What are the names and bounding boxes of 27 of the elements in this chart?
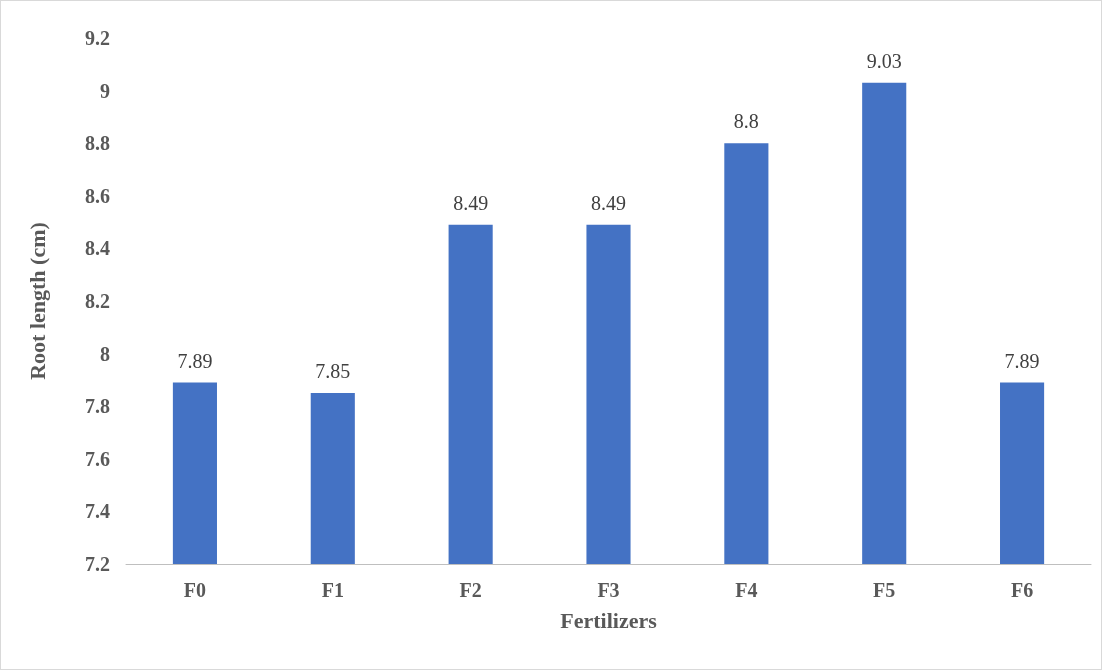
y-tick-label: 8: [100, 342, 110, 365]
y-tick-label: 7.8: [85, 395, 110, 418]
y-tick-label: 7.2: [85, 553, 110, 575]
data-label: 9.03: [866, 49, 902, 72]
y-tick-label: 8.8: [85, 132, 110, 155]
data-label: 8.8: [733, 110, 759, 133]
x-tick-label: F2: [459, 579, 482, 601]
x-tick-label: F6: [1010, 579, 1034, 601]
y-axis-title: Root length (cm): [24, 222, 50, 380]
data-label: 7.89: [1004, 349, 1040, 372]
y-tick-label: 8.6: [85, 184, 110, 207]
y-tick-label: 7.6: [85, 447, 110, 470]
x-tick-label: F4: [735, 579, 758, 601]
y-tick-label: 7.4: [85, 500, 110, 523]
x-axis-title: Fertilizers: [560, 607, 658, 633]
y-tick-label: 8.2: [85, 290, 110, 312]
data-label: 8.49: [453, 191, 489, 214]
data-label: 7.85: [315, 360, 351, 383]
y-tick-label: 9: [100, 79, 110, 102]
x-tick-label: F0: [183, 579, 207, 601]
x-tick-label: F3: [597, 579, 620, 601]
x-tick-label: F5: [873, 579, 896, 601]
y-tick-label: 9.2: [85, 27, 110, 49]
x-tick-label: F1: [321, 579, 344, 601]
data-label: 8.49: [591, 191, 626, 214]
data-label: 7.89: [177, 349, 213, 372]
y-tick-label: 8.4: [85, 237, 110, 260]
